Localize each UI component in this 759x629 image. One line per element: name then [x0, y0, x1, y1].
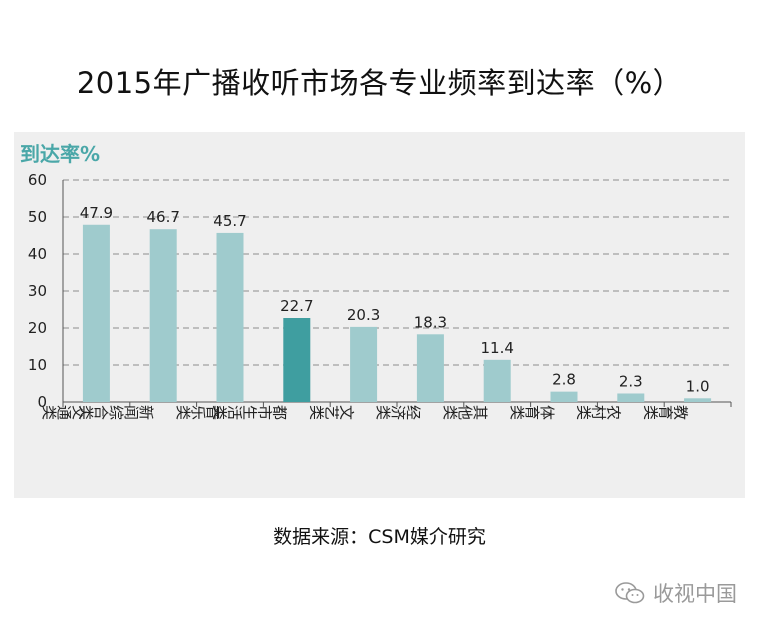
data-label: 20.3 — [347, 306, 380, 324]
data-label: 1.0 — [686, 377, 710, 395]
bar — [483, 359, 511, 402]
x-tick-label: 音乐类 — [176, 403, 221, 421]
x-tick-label: 交通类 — [42, 403, 88, 421]
data-label: 11.4 — [480, 339, 513, 357]
bar — [149, 229, 177, 402]
chart-title: 2015年广播收听市场各专业频率到达率（%） — [76, 66, 683, 100]
data-label: 2.3 — [619, 372, 643, 390]
x-tick-label: 教育类 — [643, 403, 688, 421]
bar — [216, 232, 244, 402]
data-label: 2.8 — [552, 371, 576, 389]
data-label: 18.3 — [414, 313, 447, 331]
data-source: 数据来源：CSM媒介研究 — [273, 526, 486, 548]
data-label: 45.7 — [213, 212, 246, 230]
data-label: 47.9 — [80, 204, 113, 222]
x-tick-label: 都市生活类 — [213, 403, 288, 421]
y-tick-label: 30 — [28, 282, 47, 300]
chart-panel — [14, 132, 745, 498]
bar — [550, 391, 578, 402]
x-tick-label: 其他类 — [443, 403, 488, 421]
y-tick-label: 60 — [28, 171, 47, 189]
bar — [82, 224, 110, 402]
x-tick-label: 农村类 — [577, 403, 622, 421]
y-tick-label: 0 — [37, 393, 47, 411]
x-tick-label: 文艺类 — [309, 403, 354, 421]
watermark-text: 收视中国 — [653, 582, 737, 606]
y-tick-label: 40 — [28, 245, 47, 263]
y-axis-label: 到达率% — [20, 142, 101, 166]
y-tick-label: 20 — [28, 319, 47, 337]
data-label: 46.7 — [146, 208, 179, 226]
watermark: 收视中国 — [615, 578, 737, 608]
x-tick-label: 体育类 — [510, 403, 555, 421]
y-tick-label: 50 — [28, 208, 47, 226]
bar — [617, 393, 645, 402]
bar — [350, 326, 378, 402]
bar — [283, 318, 311, 402]
bar — [416, 334, 444, 402]
y-tick-label: 10 — [28, 356, 47, 374]
wechat-icon — [615, 582, 645, 604]
x-tick-label: 经济类 — [376, 403, 421, 421]
bar — [684, 398, 712, 402]
data-label: 22.7 — [280, 297, 313, 315]
x-tick-label: 新闻综合类 — [79, 403, 154, 421]
